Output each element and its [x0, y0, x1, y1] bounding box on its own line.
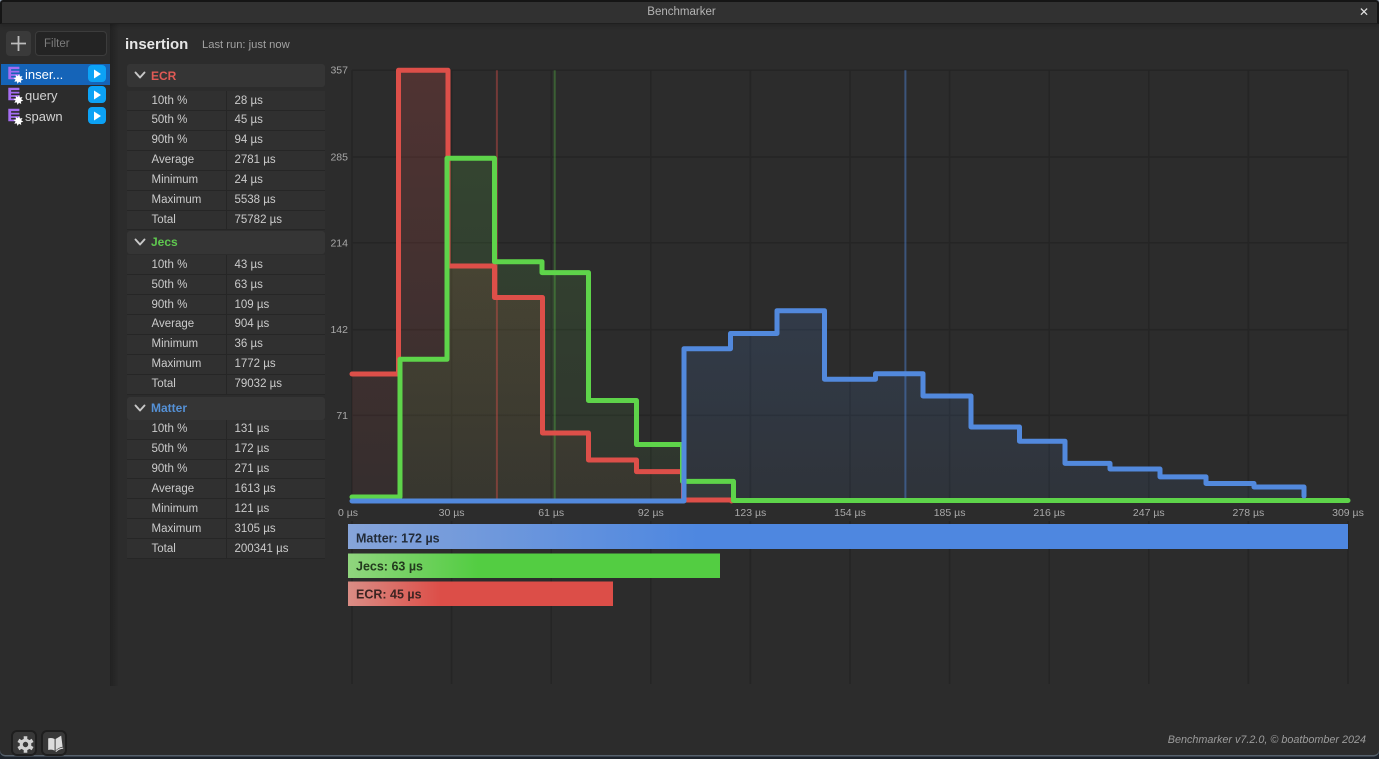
svg-text:285: 285: [330, 152, 348, 164]
svg-text:123 µs: 123 µs: [735, 507, 767, 519]
svg-text:Matter: 172 µs: Matter: 172 µs: [356, 532, 440, 546]
svg-text:92 µs: 92 µs: [638, 507, 664, 519]
svg-text:30 µs: 30 µs: [439, 507, 465, 519]
svg-text:61 µs: 61 µs: [538, 507, 564, 519]
svg-text:357: 357: [330, 65, 348, 77]
svg-text:142: 142: [330, 324, 348, 336]
svg-text:216 µs: 216 µs: [1033, 507, 1065, 519]
svg-text:0 µs: 0 µs: [338, 507, 358, 519]
svg-text:Jecs: 63 µs: Jecs: 63 µs: [356, 560, 423, 574]
svg-text:ECR: 45 µs: ECR: 45 µs: [356, 588, 422, 602]
svg-text:154 µs: 154 µs: [834, 507, 866, 519]
svg-text:185 µs: 185 µs: [934, 507, 966, 519]
svg-text:214: 214: [330, 237, 348, 249]
svg-text:71: 71: [336, 410, 348, 422]
svg-text:247 µs: 247 µs: [1133, 507, 1165, 519]
svg-text:309 µs: 309 µs: [1332, 507, 1364, 519]
svg-text:278 µs: 278 µs: [1233, 507, 1265, 519]
